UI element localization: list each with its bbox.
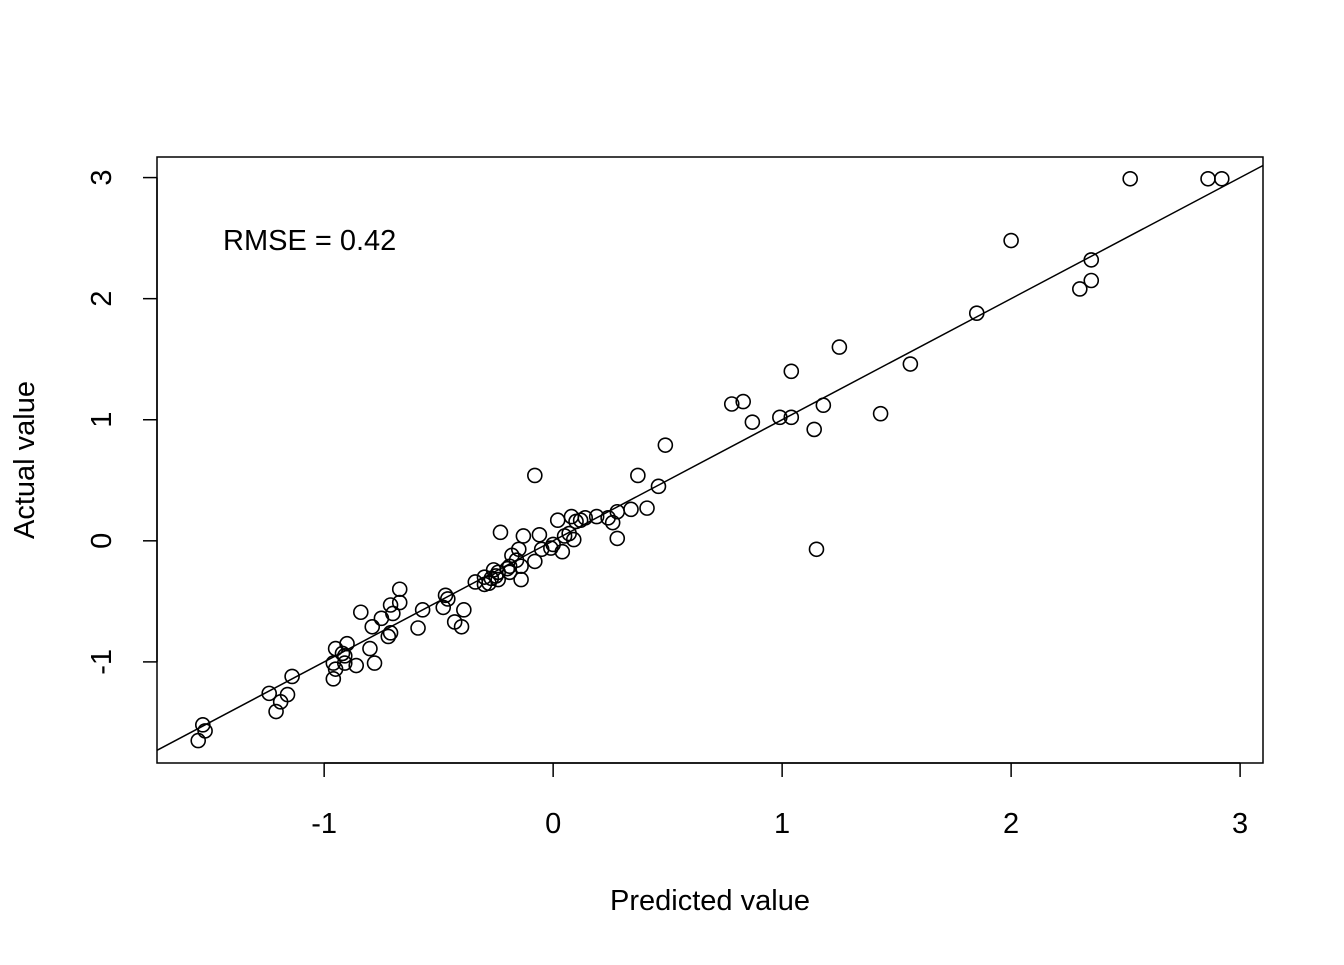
data-point [815, 397, 832, 414]
data-point [382, 597, 399, 613]
data-point [588, 508, 605, 525]
y-axis-label: Actual value [9, 381, 41, 539]
data-point [1003, 232, 1019, 249]
data-point [1083, 252, 1100, 268]
data-point [348, 657, 365, 674]
data-point [577, 510, 594, 526]
data-point [391, 594, 408, 611]
data-point [968, 305, 985, 321]
data-point [623, 501, 639, 518]
data-point [339, 635, 355, 652]
data-point [334, 645, 351, 662]
data-point [456, 602, 472, 618]
data-point [513, 571, 529, 588]
data-point [366, 655, 383, 671]
x-tick-label: 2 [1003, 808, 1019, 840]
data-point [630, 467, 646, 484]
data-point [1072, 281, 1088, 297]
data-point [440, 591, 456, 607]
data-point [391, 581, 408, 598]
data-point [268, 703, 284, 720]
x-axis: -1 0 1 2 3 [311, 762, 1248, 840]
data-point [492, 524, 509, 541]
y-tick-label: 0 [86, 533, 118, 549]
data-point [808, 541, 825, 558]
data-point [772, 409, 788, 426]
data-point [554, 543, 571, 560]
data-point [735, 393, 752, 410]
data-point [604, 514, 621, 531]
data-point [902, 356, 919, 372]
data-point [453, 618, 470, 635]
data-point [490, 571, 506, 588]
data-point [872, 405, 889, 422]
data-points [190, 170, 1230, 749]
x-axis-label: Predicted value [610, 885, 810, 917]
y-tick-label: 3 [86, 170, 118, 186]
data-point [352, 604, 369, 621]
data-point [565, 531, 582, 548]
data-point [831, 339, 848, 355]
data-point [414, 602, 431, 618]
data-point [1122, 170, 1138, 187]
y-tick-label: 2 [86, 291, 118, 307]
data-point [336, 648, 353, 664]
data-point [437, 587, 454, 604]
data-point [543, 540, 559, 556]
data-point [723, 396, 740, 412]
data-point [527, 553, 543, 570]
x-tick-label: 1 [774, 808, 790, 840]
x-tick-label: -1 [311, 808, 337, 840]
data-point [549, 512, 566, 529]
data-point [639, 500, 655, 516]
data-point [510, 541, 527, 558]
data-point [382, 625, 399, 641]
rmse-annotation: RMSE = 0.42 [223, 225, 396, 257]
data-point [650, 478, 667, 495]
data-point [783, 409, 800, 426]
data-point [1213, 170, 1230, 187]
data-point [744, 414, 761, 430]
data-point [410, 620, 426, 636]
data-point [1200, 170, 1216, 187]
data-point [197, 723, 213, 739]
data-point [336, 655, 353, 671]
data-point [261, 685, 278, 702]
x-tick-label: 0 [545, 808, 561, 840]
y-tick-label: -1 [86, 649, 118, 675]
data-point [806, 421, 822, 438]
data-point [385, 605, 401, 622]
data-point [527, 467, 543, 484]
data-point [531, 526, 548, 543]
y-axis: -1 0 1 2 3 [86, 170, 158, 675]
data-point [783, 363, 800, 380]
data-point [364, 618, 381, 635]
data-point [435, 599, 452, 616]
data-point [279, 686, 296, 703]
data-point [1083, 272, 1100, 289]
data-point [325, 671, 342, 687]
data-point [609, 530, 626, 547]
data-point [657, 437, 674, 453]
x-tick-label: 3 [1232, 808, 1248, 840]
data-point [362, 640, 378, 657]
y-tick-label: 1 [86, 412, 118, 428]
data-point [380, 628, 397, 645]
data-point [284, 668, 300, 685]
data-point [515, 528, 532, 544]
data-point [190, 732, 207, 749]
